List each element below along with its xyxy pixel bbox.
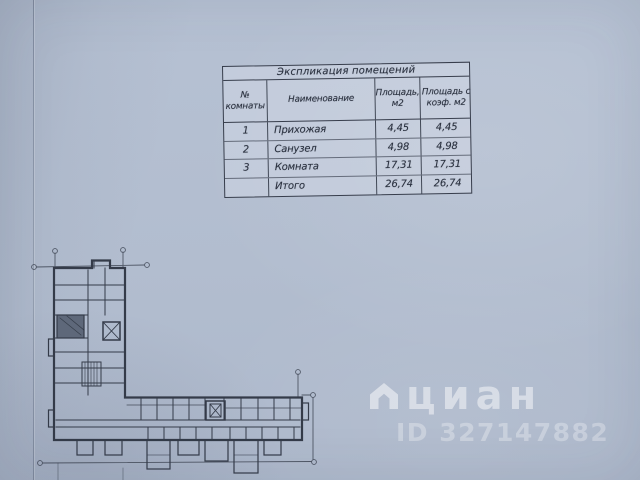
paper-fold-highlight — [34, 0, 35, 480]
elevator-shaft — [205, 400, 226, 421]
paper-fold-line — [33, 0, 34, 480]
building-outline — [52, 259, 304, 442]
elevator-shaft — [102, 321, 121, 341]
stairwell — [81, 361, 102, 387]
dimension-lines — [31, 247, 317, 466]
